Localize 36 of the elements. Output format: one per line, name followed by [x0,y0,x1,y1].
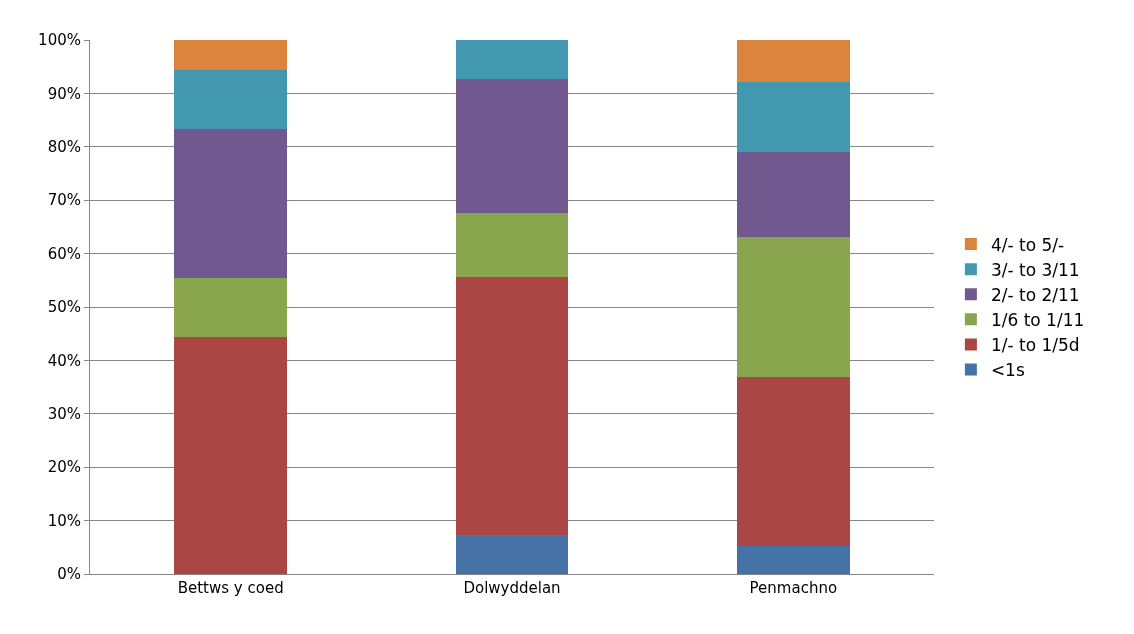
legend-label: 3/- to 3/11 [990,259,1080,280]
y-tick-label: 40% [47,351,81,370]
bar [737,376,850,546]
bar [174,277,287,337]
legend-label: 1/6 to 1/11 [990,309,1085,330]
legend-label: 1/- to 1/5d [990,335,1080,356]
x-tick-label: Bettws y coed [177,579,284,597]
bar [174,336,287,574]
bar [737,152,850,237]
bar [174,40,287,70]
bar [455,213,569,278]
bar [737,545,850,574]
legend-label: 2/- to 2/11 [990,284,1080,305]
legend-label: <1s [990,360,1025,381]
y-tick-label: 70% [47,191,81,210]
x-tick-label: Penmachno [749,579,838,597]
bar [737,81,850,153]
legend-label: 4/- to 5/- [990,234,1065,255]
bar [455,78,569,214]
y-tick-label: 10% [47,511,81,530]
x-tick-label: Dolwyddelan [463,579,561,597]
bar [174,69,287,130]
bar [455,277,569,536]
y-tick-label: 100% [38,31,81,50]
bar [737,40,850,82]
y-tick-label: 20% [47,458,81,477]
y-tick-label: 80% [47,138,81,157]
bar [174,129,287,278]
y-tick-label: 30% [47,405,81,424]
y-tick-label: 50% [47,298,81,317]
bar [455,40,569,79]
y-tick-label: 90% [47,84,81,103]
y-tick-label: 0% [57,565,81,584]
y-tick-label: 60% [47,244,81,263]
bar [455,535,569,574]
bar [737,236,850,377]
